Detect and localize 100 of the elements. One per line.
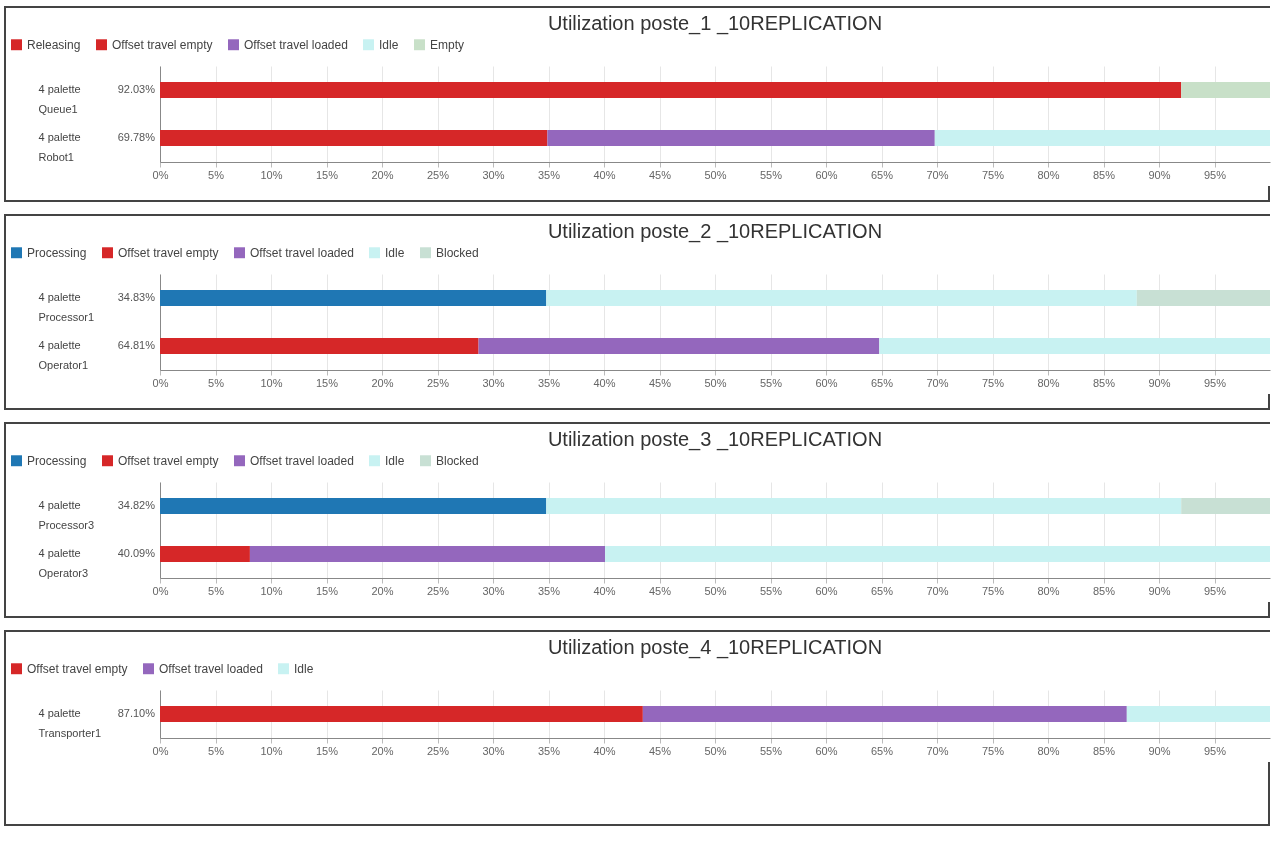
y-tick-label: 4 palette Processor1 <box>38 291 95 323</box>
x-tick-label: 95% <box>1203 744 1227 757</box>
x-tick-label: 0% <box>152 584 169 597</box>
y-tick-label: 4 palette Robot1 <box>38 131 81 163</box>
x-tick-label: 95% <box>1203 168 1227 181</box>
legend-label: Idle <box>294 661 314 676</box>
x-tick-label: 90% <box>1148 744 1171 757</box>
x-tick-label: 70% <box>926 168 949 181</box>
x-tick-label: 30% <box>482 744 505 757</box>
x-tick-label: 35% <box>537 584 561 597</box>
text: 92.03% <box>117 83 156 95</box>
legend-label: Empty <box>430 37 465 52</box>
x-tick-label: 5% <box>208 168 225 181</box>
x-tick-label: 65% <box>870 744 894 757</box>
x-tick-label: 0% <box>152 376 169 389</box>
x-tick-label: 40% <box>593 584 616 597</box>
x-tick-label: 80% <box>1037 744 1060 757</box>
legend-label: Processing <box>27 453 87 468</box>
x-tick-label: 20% <box>371 376 394 389</box>
x-tick-label: 45% <box>648 744 672 757</box>
x-tick-label: 75% <box>981 584 1005 597</box>
x-tick-label: 0% <box>152 744 169 757</box>
legend-label: Idle <box>379 37 399 52</box>
x-tick-label: 10% <box>260 376 283 389</box>
x-tick-label: 55% <box>759 376 783 389</box>
x-tick-label: 80% <box>1037 376 1060 389</box>
x-tick-label: 30% <box>482 584 505 597</box>
x-tick-label: 55% <box>759 744 783 757</box>
legend-label: Offset travel empty <box>112 37 213 52</box>
x-tick-label: 40% <box>593 744 616 757</box>
x-tick-label: 70% <box>926 584 949 597</box>
text: 87.10% <box>117 707 156 719</box>
x-tick-label: 60% <box>815 744 838 757</box>
x-tick-label: 30% <box>482 376 505 389</box>
x-tick-label: 90% <box>1148 584 1171 597</box>
x-tick-label: 80% <box>1037 584 1060 597</box>
bar <box>546 498 1182 514</box>
chart-title: Utilization poste_2 _10REPLICATION <box>547 220 883 243</box>
text: 40.09% <box>117 547 156 559</box>
x-tick-label: 10% <box>260 168 283 181</box>
y-tick-label: 4 palette Processor3 <box>38 499 95 531</box>
x-tick-label: 0% <box>152 168 169 181</box>
bar <box>160 546 250 562</box>
x-tick-label: 60% <box>815 584 838 597</box>
x-tick-label: 20% <box>371 584 394 597</box>
legend-label: Blocked <box>436 453 479 468</box>
x-tick-label: 35% <box>537 168 561 181</box>
x-tick-label: 50% <box>704 744 727 757</box>
x-tick-label: 55% <box>759 168 783 181</box>
legend-label: Offset travel empty <box>27 661 128 676</box>
y-tick-label: 4 palette Transporter1 <box>38 707 102 739</box>
x-tick-label: 15% <box>315 584 339 597</box>
legend-label: Offset travel loaded <box>244 37 348 52</box>
x-tick-label: 20% <box>371 744 394 757</box>
x-tick-label: 5% <box>208 744 225 757</box>
bar <box>160 706 643 722</box>
x-tick-label: 35% <box>537 744 561 757</box>
y-tick-label: 4 palette Operator1 <box>38 339 89 371</box>
x-tick-label: 5% <box>208 376 225 389</box>
x-tick-label: 85% <box>1092 744 1116 757</box>
x-tick-label: 70% <box>926 376 949 389</box>
x-tick-label: 70% <box>926 744 949 757</box>
bar <box>1181 498 1270 514</box>
x-tick-label: 90% <box>1148 168 1171 181</box>
text: 34.82% <box>117 499 156 511</box>
text: 69.78% <box>117 131 156 143</box>
text: 34.83% <box>117 291 156 303</box>
x-tick-label: 90% <box>1148 376 1171 389</box>
x-tick-label: 45% <box>648 168 672 181</box>
bar <box>1136 290 1270 306</box>
x-tick-label: 35% <box>537 376 561 389</box>
x-tick-label: 10% <box>260 744 283 757</box>
x-tick-label: 15% <box>315 376 339 389</box>
legend-label: Idle <box>385 245 405 260</box>
x-tick-label: 30% <box>482 168 505 181</box>
legend-label: Idle <box>385 453 405 468</box>
x-tick-label: 25% <box>426 376 450 389</box>
bar <box>879 338 1270 354</box>
x-tick-label: 25% <box>426 584 450 597</box>
bar <box>160 498 547 514</box>
x-tick-label: 85% <box>1092 376 1116 389</box>
x-tick-label: 65% <box>870 168 894 181</box>
x-tick-label: 60% <box>815 168 838 181</box>
x-tick-label: 40% <box>593 168 616 181</box>
legend-label: Offset travel empty <box>118 245 219 260</box>
x-tick-label: 75% <box>981 376 1005 389</box>
bar <box>546 290 1137 306</box>
x-tick-label: 40% <box>593 376 616 389</box>
x-tick-label: 65% <box>870 584 894 597</box>
x-tick-label: 60% <box>815 376 838 389</box>
x-tick-label: 45% <box>648 376 672 389</box>
chart-title: Utilization poste_4 _10REPLICATION <box>547 636 883 659</box>
text: 64.81% <box>117 339 156 351</box>
x-tick-label: 5% <box>208 584 225 597</box>
x-tick-label: 20% <box>371 168 394 181</box>
x-tick-label: 50% <box>704 168 727 181</box>
x-tick-label: 95% <box>1203 584 1227 597</box>
x-tick-label: 80% <box>1037 168 1060 181</box>
x-tick-label: 75% <box>981 744 1005 757</box>
chart-title: Utilization poste_1 _10REPLICATION <box>547 12 883 35</box>
